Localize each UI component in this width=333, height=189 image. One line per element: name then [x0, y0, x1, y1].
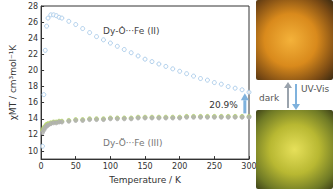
svg-text:100: 100 — [103, 162, 118, 171]
svg-text:28: 28 — [28, 2, 38, 11]
svg-text:250: 250 — [207, 162, 222, 171]
svg-text:24: 24 — [28, 34, 38, 43]
svg-text:χMT / cm³mol⁻¹K: χMT / cm³mol⁻¹K — [8, 44, 18, 121]
svg-text:200: 200 — [172, 162, 187, 171]
svg-text:16: 16 — [28, 98, 38, 107]
svg-text:14: 14 — [28, 114, 38, 123]
svg-text:Temperature / K: Temperature / K — [108, 175, 182, 185]
svg-text:300: 300 — [241, 162, 256, 171]
svg-text:18: 18 — [28, 82, 38, 91]
svg-text:20: 20 — [28, 66, 38, 75]
svg-text:Dy-Ö···Fe (III): Dy-Ö···Fe (III) — [103, 138, 162, 148]
svg-text:12: 12 — [28, 130, 38, 139]
svg-text:22: 22 — [28, 50, 38, 59]
svg-text:50: 50 — [71, 162, 81, 171]
svg-text:26: 26 — [28, 18, 38, 27]
svg-text:150: 150 — [137, 162, 152, 171]
svg-text:20.9%: 20.9% — [209, 100, 238, 110]
html-text:dark: dark — [259, 93, 280, 103]
svg-text:Dy-Ȯ···Fe (II): Dy-Ȯ···Fe (II) — [103, 26, 159, 36]
html-text:UV-Vis: UV-Vis — [301, 84, 330, 94]
svg-text:10: 10 — [28, 147, 38, 156]
svg-text:0: 0 — [39, 162, 44, 171]
